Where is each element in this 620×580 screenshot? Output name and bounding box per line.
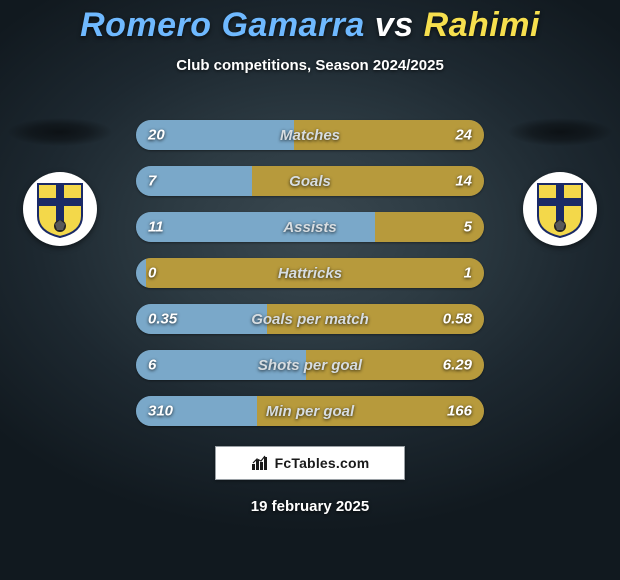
stat-row: Hattricks 0 1 — [136, 258, 484, 288]
stat-label: Hattricks — [278, 265, 342, 282]
comparison-card: Romero Gamarra vs Rahimi Club competitio… — [0, 0, 620, 580]
branding-text: FcTables.com — [275, 455, 370, 471]
player1-shadow — [8, 118, 112, 146]
player2-club-badge — [523, 172, 597, 246]
title-vs: vs — [375, 6, 414, 44]
player2-shadow — [508, 118, 612, 146]
stat-row: Goals 7 14 — [136, 166, 484, 196]
stat-value-right: 14 — [455, 173, 472, 190]
branding-badge: FcTables.com — [215, 446, 405, 480]
stat-label: Goals per match — [251, 311, 369, 328]
stat-value-right: 6.29 — [443, 357, 472, 374]
stat-value-right: 24 — [455, 127, 472, 144]
subtitle: Club competitions, Season 2024/2025 — [0, 57, 620, 74]
stat-fill-right — [252, 166, 484, 196]
title-player2: Rahimi — [424, 6, 540, 44]
stat-value-left: 20 — [148, 127, 165, 144]
stat-label: Shots per goal — [258, 357, 362, 374]
stat-fill-left — [136, 258, 146, 288]
stat-row: Assists 11 5 — [136, 212, 484, 242]
stat-value-left: 11 — [148, 219, 164, 236]
stat-row: Shots per goal 6 6.29 — [136, 350, 484, 380]
stat-label: Min per goal — [266, 403, 354, 420]
stat-label: Assists — [283, 219, 336, 236]
page-title: Romero Gamarra vs Rahimi — [0, 0, 620, 45]
stat-value-right: 5 — [464, 219, 472, 236]
stat-value-left: 0 — [148, 265, 156, 282]
stat-value-left: 310 — [148, 403, 173, 420]
stat-row: Goals per match 0.35 0.58 — [136, 304, 484, 334]
title-player1: Romero Gamarra — [80, 6, 365, 44]
stats-bars: Matches 20 24 Goals 7 14 Assists 11 5 Hattricks 0 1… — [136, 120, 484, 426]
player1-badge-area — [0, 118, 120, 246]
stat-fill-left — [136, 212, 375, 242]
stat-value-right: 166 — [447, 403, 472, 420]
player1-club-badge — [23, 172, 97, 246]
stat-label: Matches — [280, 127, 340, 144]
stat-label: Goals — [289, 173, 331, 190]
player2-badge-area — [500, 118, 620, 246]
shield-icon — [534, 180, 586, 238]
stat-value-right: 1 — [464, 265, 472, 282]
bar-chart-icon — [251, 455, 269, 471]
stat-row: Matches 20 24 — [136, 120, 484, 150]
shield-icon — [34, 180, 86, 238]
stat-value-left: 6 — [148, 357, 156, 374]
stat-row: Min per goal 310 166 — [136, 396, 484, 426]
stat-value-left: 7 — [148, 173, 156, 190]
stat-value-right: 0.58 — [443, 311, 472, 328]
date-text: 19 february 2025 — [251, 498, 369, 515]
stat-value-left: 0.35 — [148, 311, 177, 328]
